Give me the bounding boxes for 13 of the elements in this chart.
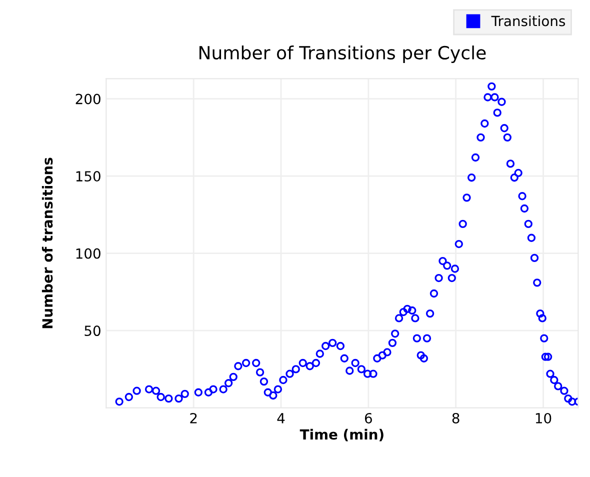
y-axis-title: Number of transitions bbox=[42, 158, 53, 328]
x-tick-label: 6 bbox=[364, 412, 372, 424]
y-tick-label: 200 bbox=[76, 94, 100, 104]
chart-title: Number of Transitions per Cycle bbox=[200, 46, 486, 64]
y-tick-label: 150 bbox=[76, 171, 100, 182]
x-tick-label: 2 bbox=[190, 412, 197, 424]
x-tick-label: 4 bbox=[277, 413, 285, 424]
x-axis-title: Time (min) bbox=[300, 428, 384, 442]
y-tick-label: 50 bbox=[84, 326, 100, 336]
legend-label: Transitions bbox=[491, 16, 566, 26]
x-tick-label: 8 bbox=[452, 412, 460, 424]
y-tick-label: 100 bbox=[76, 248, 100, 259]
x-tick-label: 10 bbox=[536, 412, 552, 424]
